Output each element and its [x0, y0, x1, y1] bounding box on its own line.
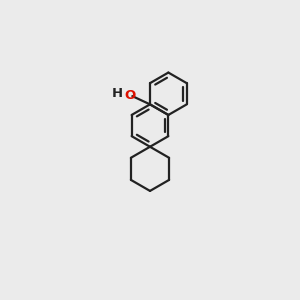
Text: H: H [112, 87, 123, 100]
Text: O: O [124, 89, 136, 102]
